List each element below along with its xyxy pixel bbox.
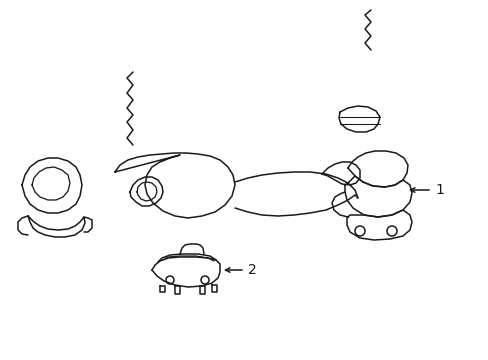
Text: 2: 2 (247, 263, 256, 277)
Text: 1: 1 (434, 183, 443, 197)
